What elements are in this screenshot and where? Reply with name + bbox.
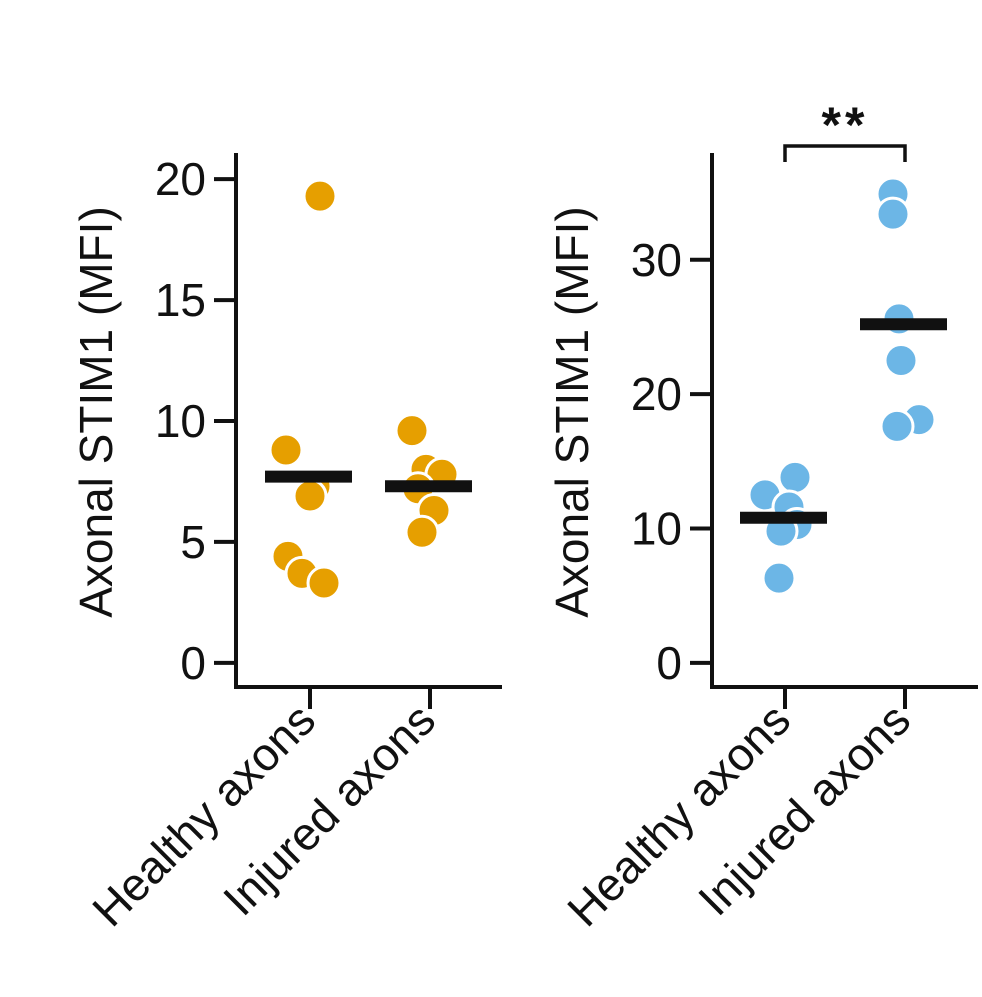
data-point [875,196,911,232]
y-tick-label: 10 [155,395,206,447]
data-point [879,408,915,444]
data-point [394,413,430,449]
data-point [302,178,338,214]
significance-label: ** [822,97,869,153]
data-point [777,459,813,495]
data-point [404,514,440,550]
data-point [761,560,797,596]
y-tick-label: 20 [155,153,206,205]
axis-lines [710,153,978,689]
data-point [883,343,919,379]
y-tick-label: 0 [180,637,206,689]
significance-bracket [783,144,907,162]
y-tick-label: 20 [631,368,682,420]
y-tick-label: 0 [656,637,682,689]
data-point [306,565,342,601]
x-category-label: Injured axons [688,693,920,925]
y-tick-label: 30 [631,234,682,286]
y-tick-label: 10 [631,502,682,554]
y-tick-label: 5 [180,516,206,568]
data-point [292,478,328,514]
data-point [268,432,304,468]
x-category-label: Injured axons [213,693,445,925]
y-axis-title: Axonal STIM1 (MFI) [546,206,598,618]
y-tick-label: 15 [155,274,206,326]
axis-lines [234,153,502,689]
y-axis-title: Axonal STIM1 (MFI) [70,206,122,618]
